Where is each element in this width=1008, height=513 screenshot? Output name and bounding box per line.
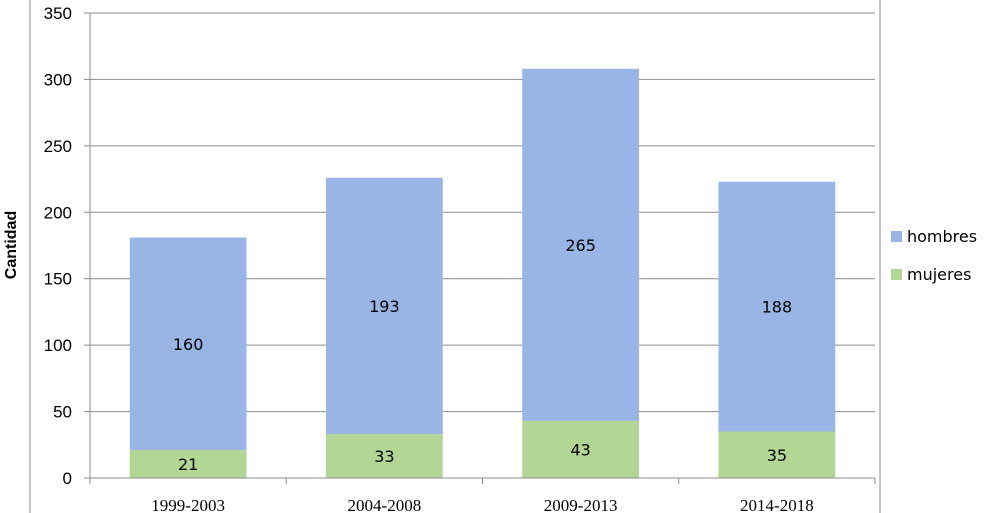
- y-tick-label: 250: [44, 137, 72, 156]
- axes: 0 50 100 150 200 250 300 350 1999-2003 2004-2008 2…: [44, 4, 876, 513]
- y-tick-label: 300: [44, 70, 72, 89]
- y-tick-label: 0: [63, 469, 72, 488]
- y-tick-label: 100: [44, 336, 72, 355]
- y-axis-title: Cantidad: [3, 211, 20, 279]
- y-tick-label: 200: [44, 203, 72, 222]
- legend-label-hombres: hombres: [907, 227, 977, 246]
- data-label-hombres: 160: [173, 335, 204, 354]
- bar-hombres: [129, 237, 247, 451]
- data-label-mujeres: 21: [178, 455, 198, 474]
- x-category-label: 2014-2018: [740, 496, 814, 513]
- bar-hombres: [718, 181, 836, 432]
- data-label-mujeres: 33: [374, 447, 394, 466]
- data-label-hombres: 188: [762, 298, 793, 317]
- legend-label-mujeres: mujeres: [907, 265, 971, 284]
- x-category-label: 2009-2013: [544, 496, 618, 513]
- legend: hombres mujeres: [891, 227, 977, 284]
- bar-mujeres: [129, 450, 247, 478]
- legend-swatch-mujeres: [891, 269, 902, 280]
- data-label-mujeres: 43: [570, 440, 590, 459]
- y-tick-label: 50: [53, 403, 72, 422]
- bar-mujeres: [325, 434, 443, 478]
- x-category-label: 2004-2008: [348, 496, 422, 513]
- data-label-hombres: 193: [369, 297, 400, 316]
- data-label-hombres: 265: [565, 236, 596, 255]
- legend-swatch-hombres: [891, 231, 902, 242]
- y-tick-label: 150: [44, 270, 72, 289]
- data-labels: 21 160 33 193 43 265 35 188: [173, 236, 792, 474]
- data-label-mujeres: 35: [767, 446, 787, 465]
- bars: [129, 68, 836, 478]
- bar-mujeres: [522, 420, 640, 478]
- bar-hombres: [522, 68, 640, 421]
- y-tick-label: 350: [44, 4, 72, 23]
- bar-mujeres: [718, 431, 836, 478]
- x-category-label: 1999-2003: [151, 496, 225, 513]
- bar-hombres: [325, 177, 443, 435]
